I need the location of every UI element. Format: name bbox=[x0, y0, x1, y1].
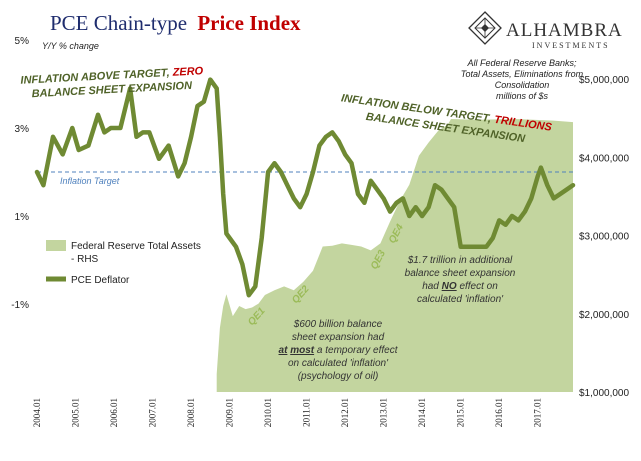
subtitle-left: Y/Y % change bbox=[42, 41, 99, 51]
x-tick-label: 2007.01 bbox=[148, 398, 158, 427]
right-tick-label: $1,000,000 bbox=[579, 388, 629, 399]
note-600b-line3: at most a temporary effect bbox=[279, 345, 399, 356]
right-note-line: millions of $s bbox=[496, 91, 549, 101]
legend-label-assets-2: - RHS bbox=[71, 254, 99, 265]
note-1-7t-line: calculated 'inflation' bbox=[417, 294, 504, 305]
pce-deflator-line bbox=[34, 77, 576, 298]
logo-name: ALHAMBRA bbox=[506, 20, 623, 41]
note-1-7t: $1.7 trillion in additional balance shee… bbox=[405, 255, 516, 305]
left-annotation: INFLATION ABOVE TARGET, ZERO BALANCE SHE… bbox=[20, 65, 204, 100]
right-tick-label: $5,000,000 bbox=[579, 75, 629, 86]
pce-line-layer bbox=[34, 77, 576, 298]
left-tick-label: -1% bbox=[11, 300, 29, 311]
x-tick-label: 2004.01 bbox=[32, 398, 42, 427]
right-tick-label: $2,000,000 bbox=[579, 310, 629, 321]
right-axis: $5,000,000 $4,000,000 $3,000,000 $2,000,000… bbox=[579, 75, 629, 399]
legend-label-pce: PCE Deflator bbox=[71, 275, 130, 286]
note-1-7t-line3: had NO effect on bbox=[422, 281, 498, 292]
inflation-target-label: Inflation Target bbox=[60, 176, 120, 186]
x-tick-label: 2014.01 bbox=[417, 398, 427, 427]
left-tick-label: 5% bbox=[15, 36, 30, 47]
legend: Federal Reserve Total Assets - RHS PCE D… bbox=[46, 240, 201, 286]
chart-title-highlight: Price Index bbox=[197, 11, 301, 35]
logo-tagline: INVESTMENTS bbox=[532, 41, 610, 50]
right-note-line: All Federal Reserve Banks; bbox=[466, 58, 577, 68]
chart-title: PCE Chain-type Price Index bbox=[50, 11, 301, 35]
right-note-line: Total Assets, Eliminations from bbox=[461, 69, 584, 79]
inflation-target-layer: Inflation Target bbox=[37, 171, 573, 186]
note-600b-line: (psychology of oil) bbox=[298, 371, 379, 382]
x-tick-label: 2015.01 bbox=[456, 398, 466, 427]
x-tick-label: 2008.01 bbox=[186, 398, 196, 427]
logo-mark-icon bbox=[468, 11, 502, 45]
left-axis: 5% 3% 1% -1% bbox=[11, 36, 29, 311]
note-600b-line: sheet expansion had bbox=[292, 332, 385, 343]
logo: ALHAMBRA INVESTMENTS bbox=[468, 11, 623, 50]
right-tick-label: $4,000,000 bbox=[579, 153, 629, 164]
chart-title-prefix: PCE Chain-type bbox=[50, 11, 187, 35]
note-1-7t-line: balance sheet expansion bbox=[405, 268, 516, 279]
x-tick-label: 2013.01 bbox=[379, 398, 389, 427]
note-1-7t-line: $1.7 trillion in additional bbox=[407, 255, 513, 266]
x-tick-label: 2017.01 bbox=[533, 398, 543, 427]
assets-area-series bbox=[216, 119, 573, 392]
right-note-line: Consolidation bbox=[495, 80, 550, 90]
legend-swatch-assets bbox=[46, 240, 66, 251]
x-axis: 2004.01 2005.01 2006.01 2007.01 2008.01 2009.… bbox=[32, 398, 543, 427]
x-tick-label: 2005.01 bbox=[71, 398, 81, 427]
x-tick-label: 2006.01 bbox=[109, 398, 119, 427]
note-600b: $600 billion balance sheet expansion had… bbox=[279, 319, 399, 382]
left-tick-label: 1% bbox=[15, 212, 30, 223]
x-tick-label: 2016.01 bbox=[494, 398, 504, 427]
x-tick-label: 2011.01 bbox=[302, 398, 312, 427]
assets-area-layer bbox=[216, 119, 573, 392]
legend-label-assets: Federal Reserve Total Assets bbox=[71, 241, 201, 252]
x-tick-label: 2012.01 bbox=[340, 398, 350, 427]
note-600b-line: on calculated 'inflation' bbox=[288, 358, 389, 369]
right-tick-label: $3,000,000 bbox=[579, 232, 629, 243]
right-axis-note: All Federal Reserve Banks; Total Assets,… bbox=[461, 58, 584, 101]
left-tick-label: 3% bbox=[15, 124, 30, 135]
x-tick-label: 2009.01 bbox=[225, 398, 235, 427]
note-600b-line: $600 billion balance bbox=[293, 319, 383, 330]
x-tick-label: 2010.01 bbox=[263, 398, 273, 427]
